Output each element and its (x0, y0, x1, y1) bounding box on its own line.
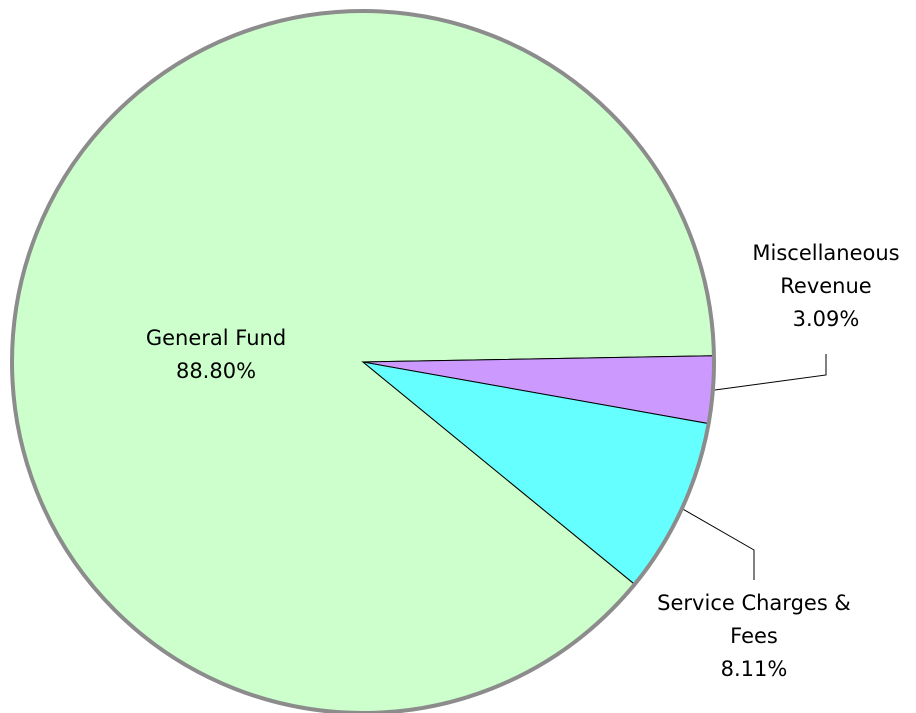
pie-outline (10, 9, 716, 713)
leader-line (714, 354, 827, 391)
slice-percent: 88.80% (175, 359, 257, 383)
slice-percent: 3.09% (792, 307, 860, 331)
slice-label: Miscellaneous Revenue (752, 241, 900, 298)
slice-label: Service Charges & Fees (657, 591, 851, 648)
slice-percent: 8.11% (720, 657, 788, 681)
leader-line (683, 509, 755, 580)
slice-label: General Fund (145, 326, 287, 350)
